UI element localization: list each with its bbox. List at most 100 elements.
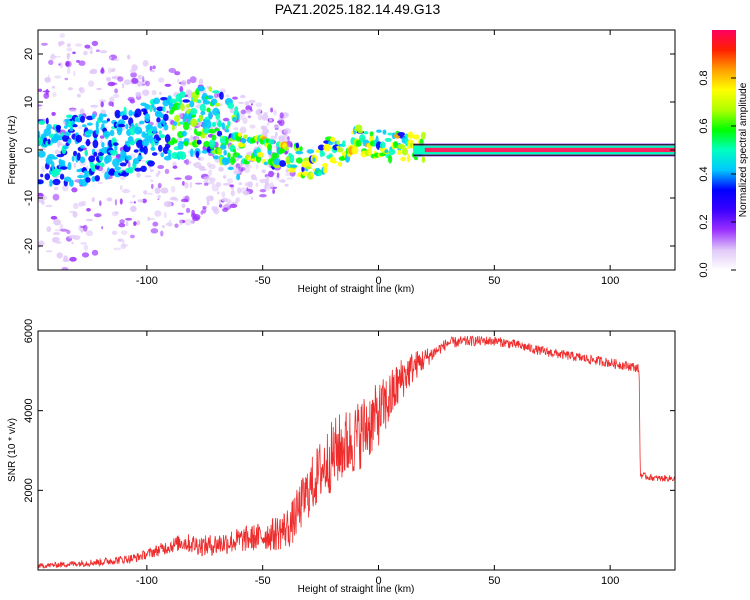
spectrogram-ridge-blob (393, 141, 399, 146)
colorbar: 0.0 0.2 0.4 0.6 0.8 Normalized spectral ampl… (698, 30, 749, 278)
spectrogram-ridge-blob (421, 155, 426, 164)
spectrogram-noise-blob (140, 159, 146, 162)
spectrogram-ridge-blob (136, 139, 144, 149)
spectrogram-noise-blob (77, 125, 83, 130)
spectrogram-noise-blob (127, 54, 131, 60)
spectrogram-ridge-blob (224, 129, 230, 133)
spectrogram-ridge-blob (132, 157, 140, 165)
spectrogram-noise-blob (144, 175, 152, 178)
spectrogram-ridge-blob (221, 122, 225, 130)
spectrogram-ridge-blob (330, 136, 336, 143)
spectrogram-ridge-blob (59, 173, 65, 180)
spectrogram-ridge-blob (355, 139, 362, 147)
spectrogram-ridge-blob (180, 103, 185, 112)
spectrogram-ridge-blob (144, 103, 151, 110)
spectrogram-noise-blob (184, 182, 189, 189)
spectrogram-noise-blob (190, 220, 194, 224)
spectrogram-ridge-blob (158, 144, 163, 152)
spectrogram-noise-blob (238, 101, 245, 105)
spectrogram-noise-blob (184, 175, 193, 181)
spectrogram-ridge-blob (153, 106, 157, 113)
spectrogram-ridge-blob (351, 146, 359, 155)
x-tick-label: 100 (601, 275, 619, 287)
spectrogram-ridge-blob (223, 149, 227, 156)
spectrogram-ridge-blob (207, 95, 214, 99)
spectrogram-noise-blob (91, 40, 99, 47)
spectrogram-noise-blob (113, 58, 119, 62)
spectrogram-noise-blob (189, 76, 197, 84)
spectrogram-ridge-blob (303, 157, 311, 162)
spectrogram-noise-blob (63, 255, 68, 262)
spectrogram-noise-blob (51, 85, 56, 89)
spectrogram-noise-blob (218, 199, 221, 205)
spectrogram-noise-blob (151, 183, 154, 190)
spectrogram-ridge-blob (295, 142, 300, 149)
spectrogram-noise-blob (52, 92, 57, 98)
spectrogram-ridge-blob (227, 102, 235, 109)
spectrogram-noise-blob (85, 230, 94, 237)
spectrogram-noise-blob (42, 90, 51, 93)
spectrogram-noise-blob (150, 179, 154, 183)
spectrogram-noise-blob (37, 273, 41, 276)
spectrogram-ridge-blob (125, 155, 132, 161)
spectrogram-noise-blob (129, 234, 135, 239)
spectrogram-ridge-blob (183, 121, 190, 131)
spectrogram-ridge-blob (225, 125, 229, 131)
spectrogram-ridge-blob (295, 157, 303, 164)
spectrogram-ridge-blob (56, 127, 61, 133)
spectrogram-noise-blob (52, 240, 56, 243)
spectrogram-noise-blob (195, 182, 203, 185)
spectrogram-noise-blob (72, 211, 78, 218)
spectrogram-ridge-blob (179, 91, 186, 98)
colorbar-tick-label: 0.2 (698, 214, 710, 229)
spectrogram-noise-blob (110, 68, 115, 73)
spectrogram-ridge-blob (317, 170, 322, 177)
spectrogram-ridge-blob (199, 103, 206, 113)
spectrogram-ridge-blob (211, 134, 217, 141)
spectrogram-ridge-blob (222, 157, 229, 162)
spectrogram-ridge-blob (114, 166, 122, 171)
spectrogram-ridge-blob (91, 176, 96, 182)
spectrogram-noise-blob (117, 76, 124, 82)
spectrogram-ridge-blob (263, 161, 268, 166)
spectrogram-ridge-blob (192, 98, 199, 103)
spectrogram-noise-blob (106, 197, 113, 202)
spectrogram-ridge-blob (331, 160, 338, 164)
spectrogram-noise-blob (142, 89, 150, 96)
spectrogram-ridge-blob (206, 107, 211, 113)
spectrogram-noise-blob (59, 61, 64, 69)
spectrogram-ridge-blob (205, 119, 212, 129)
spectrogram-noise-blob (41, 201, 45, 205)
spectrogram-noise-blob (166, 202, 173, 207)
spectrogram-noise-blob (123, 79, 131, 85)
spectrogram-ridge-blob (212, 90, 220, 94)
spectrogram-ridge-blob (155, 137, 162, 141)
spectrogram-ridge-blob (85, 138, 91, 147)
spectrogram-noise-blob (80, 225, 86, 229)
spectrogram-ridge-blob (227, 152, 231, 159)
spectrogram-ridge-blob (60, 132, 64, 137)
spectrogram-noise-blob (136, 220, 141, 226)
spectrogram-ridge-blob (225, 136, 229, 146)
spectrogram-noise-blob (143, 190, 148, 195)
spectrogram-noise-blob (99, 200, 102, 207)
spectrogram-ridge-blob (215, 102, 221, 107)
spectrogram-noise-blob (150, 69, 155, 73)
spectrogram-noise-blob (43, 92, 50, 99)
spectrogram-noise-blob (53, 218, 61, 226)
spectrogram-noise-blob (272, 188, 275, 195)
spectrogram-ridge-blob (328, 153, 333, 158)
spectrogram-noise-blob (72, 51, 76, 55)
spectrogram-ridge-blob (86, 129, 94, 134)
spectrogram-ridge-blob (127, 166, 134, 174)
spectrogram-ridge-blob (121, 115, 129, 121)
spectrogram-ridge-blob (236, 112, 240, 120)
spectrogram-noise-blob (229, 184, 234, 188)
spectrogram-noise-blob (205, 178, 209, 182)
spectrogram-ridge-blob (49, 179, 53, 187)
spectrogram-noise-blob (50, 215, 58, 220)
spectrogram-noise-blob (118, 223, 126, 228)
spectrogram-ridge-blob (133, 149, 139, 153)
spectrogram-ridge-blob (46, 124, 52, 131)
spectrogram-ridge-blob (66, 114, 73, 119)
